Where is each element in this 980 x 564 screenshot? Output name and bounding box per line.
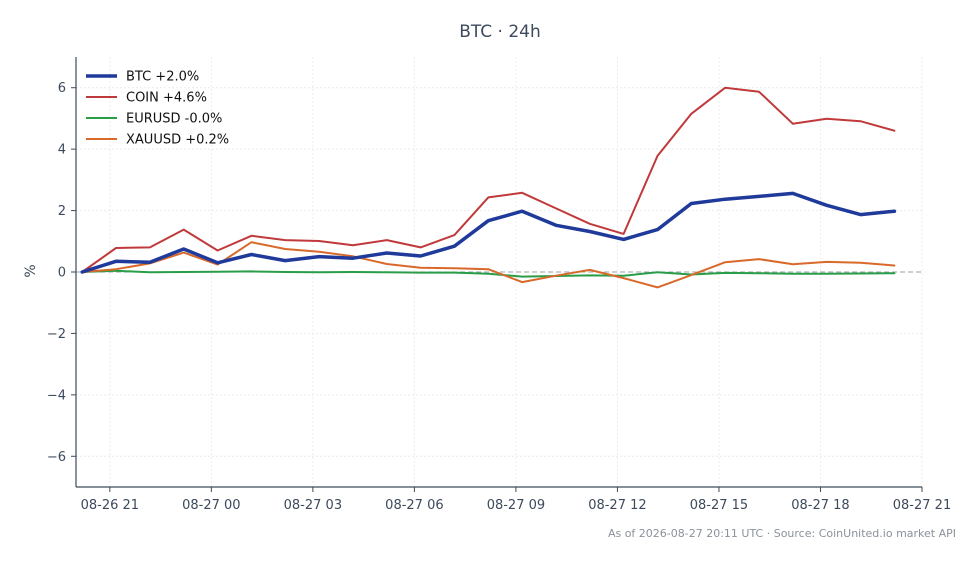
legend: BTC +2.0% COIN +4.6% EURUSD -0.0% XAUUSD +0… bbox=[86, 70, 229, 148]
series-lines bbox=[80, 86, 897, 289]
legend-label-coin: COIN +4.6% bbox=[126, 91, 207, 106]
series-line-eurusd bbox=[81, 269, 896, 278]
y-tick-label: 6 bbox=[58, 81, 66, 96]
y-tick-label: −4 bbox=[47, 388, 66, 403]
series-line-xauusd bbox=[81, 241, 896, 289]
y-tick-label: 4 bbox=[58, 143, 66, 158]
x-tick-label: 08-27 09 bbox=[487, 498, 545, 513]
y-tick-label: 2 bbox=[58, 204, 66, 219]
x-tick-label: 08-27 18 bbox=[791, 498, 849, 513]
source-annotation: As of 2026-08-27 20:11 UTC · Source: Coi… bbox=[608, 527, 956, 540]
x-axis-ticks: 08-26 21 08-27 00 08-27 03 08-27 06 08-27 09… bbox=[81, 487, 951, 513]
legend-label-eurusd: EURUSD -0.0% bbox=[126, 112, 222, 127]
x-tick-label: 08-27 00 bbox=[182, 498, 240, 513]
y-tick-label: −2 bbox=[47, 327, 66, 342]
x-tick-label: 08-27 12 bbox=[588, 498, 646, 513]
y-tick-label: 0 bbox=[58, 266, 66, 281]
legend-label-btc: BTC +2.0% bbox=[126, 70, 199, 85]
series-line-coin bbox=[81, 86, 896, 273]
y-axis-label: % bbox=[23, 264, 39, 277]
x-tick-label: 08-26 21 bbox=[81, 498, 139, 513]
chart-title: BTC · 24h bbox=[459, 22, 541, 42]
x-tick-label: 08-27 21 bbox=[893, 498, 951, 513]
series-line-btc bbox=[80, 191, 897, 274]
y-tick-label: −6 bbox=[47, 450, 66, 465]
y-axis-ticks: −6 −4 −2 0 2 4 6 bbox=[47, 81, 76, 465]
legend-label-xauusd: XAUUSD +0.2% bbox=[126, 133, 229, 148]
x-tick-label: 08-27 15 bbox=[690, 498, 748, 513]
x-tick-label: 08-27 03 bbox=[284, 498, 342, 513]
x-tick-label: 08-27 06 bbox=[385, 498, 443, 513]
